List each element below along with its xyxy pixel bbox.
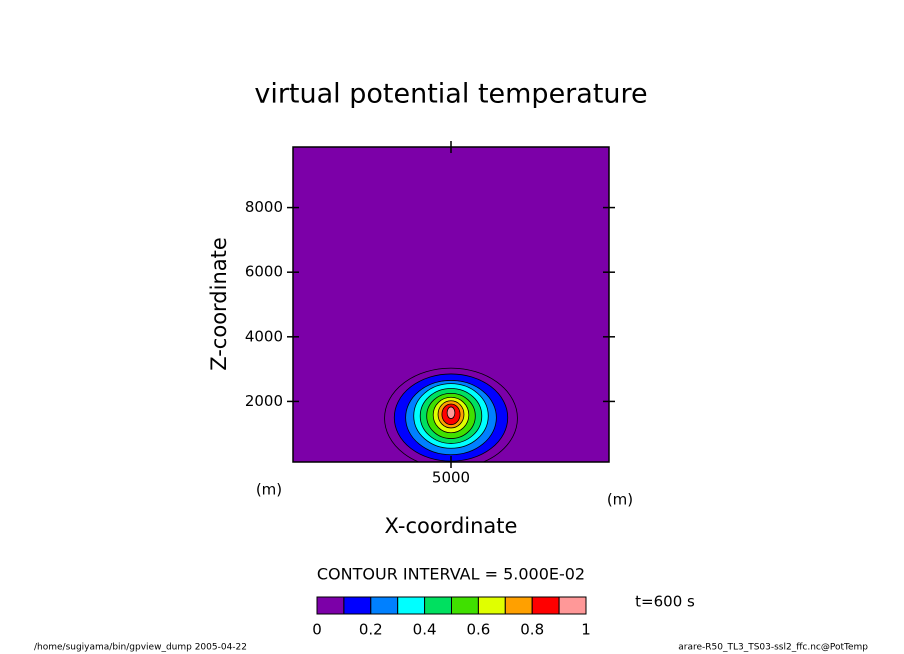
colorbar-tick-label: 0.6 — [466, 621, 490, 639]
colorbar-cell — [316, 596, 345, 615]
y-tick-label: 4000 — [245, 327, 283, 345]
colorbar-tick-label: 0.4 — [413, 621, 437, 639]
colorbar-cell — [477, 596, 506, 615]
footer-right: arare-R50_TL3_TS03-ssl2_ffc.nc@PotTemp — [678, 643, 868, 653]
y-unit: (m) — [256, 481, 282, 499]
colorbar-tick-label: 0.8 — [520, 621, 544, 639]
colorbar-tick-label: 0.2 — [359, 621, 383, 639]
time-label: t=600 s — [635, 593, 695, 611]
footer-left: /home/sugiyama/bin/gpview_dump 2005-04-2… — [34, 643, 247, 653]
y-tick-label: 8000 — [245, 198, 283, 216]
colorbar-cell — [424, 596, 453, 615]
colorbar-tick-label: 1 — [581, 621, 591, 639]
colorbar-tick-label: 0 — [312, 621, 322, 639]
colorbar-cell — [397, 596, 426, 615]
contour-interval: CONTOUR INTERVAL = 5.000E-02 — [317, 565, 585, 584]
colorbar-cell — [504, 596, 533, 615]
x-axis-label: X-coordinate — [385, 514, 518, 538]
colorbar-cell — [451, 596, 479, 615]
y-tick-label: 2000 — [245, 392, 283, 410]
colorbar-cell — [558, 596, 587, 615]
chart-title: virtual potential temperature — [254, 79, 647, 110]
colorbar-cell — [531, 596, 560, 615]
contour-region — [446, 406, 456, 419]
y-tick-label: 6000 — [245, 263, 283, 281]
x-tick-label: 5000 — [432, 469, 470, 487]
y-axis-label: Z-coordinate — [207, 237, 231, 371]
x-unit: (m) — [607, 491, 633, 509]
plot-area — [293, 147, 609, 462]
colorbar-cell — [370, 596, 399, 615]
colorbar-cell — [343, 596, 372, 615]
